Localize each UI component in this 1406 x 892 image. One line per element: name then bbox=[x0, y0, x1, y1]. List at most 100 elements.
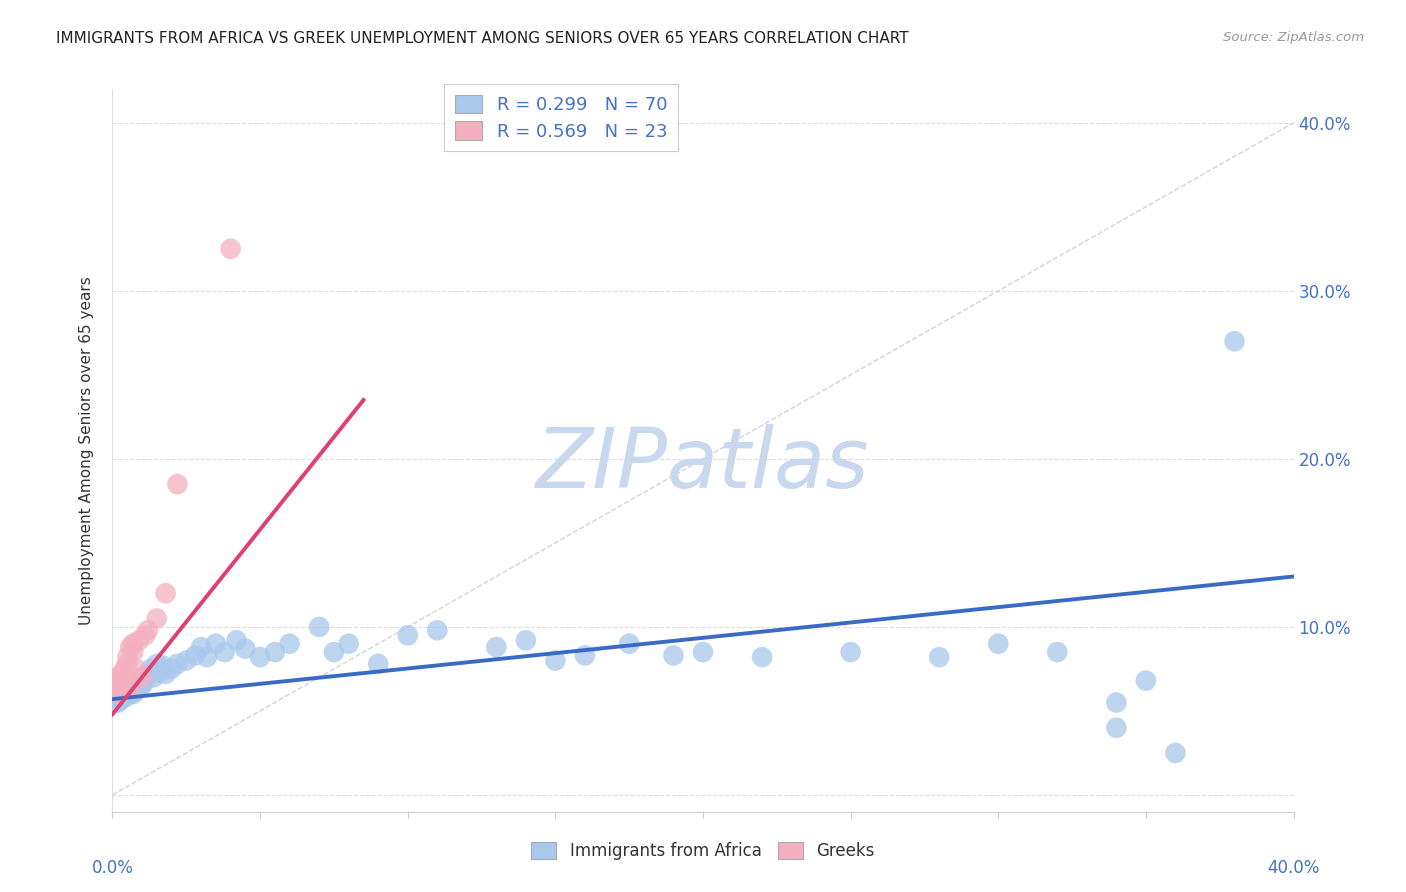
Point bbox=[122, 687, 145, 701]
Point bbox=[120, 681, 142, 696]
Point bbox=[174, 653, 197, 667]
Text: Source: ZipAtlas.com: Source: ZipAtlas.com bbox=[1223, 31, 1364, 45]
Point bbox=[136, 624, 159, 638]
Point bbox=[1223, 334, 1246, 349]
Point bbox=[112, 683, 135, 698]
Point bbox=[104, 679, 127, 693]
Point bbox=[110, 692, 132, 706]
Point bbox=[1105, 696, 1128, 710]
Point bbox=[574, 648, 596, 663]
Point bbox=[839, 645, 862, 659]
Point bbox=[122, 673, 145, 688]
Point bbox=[117, 675, 138, 690]
Point bbox=[134, 628, 156, 642]
Point bbox=[107, 679, 129, 693]
Point bbox=[110, 673, 132, 688]
Point bbox=[337, 637, 360, 651]
Point bbox=[485, 640, 508, 654]
Point bbox=[112, 670, 135, 684]
Text: IMMIGRANTS FROM AFRICA VS GREEK UNEMPLOYMENT AMONG SENIORS OVER 65 YEARS CORRELA: IMMIGRANTS FROM AFRICA VS GREEK UNEMPLOY… bbox=[56, 31, 908, 46]
Point bbox=[120, 681, 142, 696]
Point bbox=[149, 665, 172, 680]
Point bbox=[249, 650, 271, 665]
Point bbox=[110, 681, 132, 696]
Point bbox=[264, 645, 287, 659]
Point bbox=[107, 679, 129, 693]
Point bbox=[1164, 746, 1187, 760]
Point bbox=[110, 673, 132, 688]
Point bbox=[112, 662, 135, 676]
Point bbox=[120, 640, 142, 654]
Point bbox=[128, 672, 150, 686]
Point bbox=[128, 633, 150, 648]
Point bbox=[308, 620, 330, 634]
Point bbox=[152, 658, 174, 673]
Point bbox=[166, 657, 188, 671]
Point bbox=[619, 637, 641, 651]
Point bbox=[139, 662, 162, 676]
Point bbox=[104, 687, 127, 701]
Point bbox=[122, 637, 145, 651]
Point bbox=[662, 648, 685, 663]
Point bbox=[928, 650, 950, 665]
Point bbox=[117, 689, 138, 703]
Point bbox=[396, 628, 419, 642]
Text: 0.0%: 0.0% bbox=[91, 859, 134, 877]
Point bbox=[125, 662, 148, 676]
Point bbox=[125, 683, 148, 698]
Point bbox=[233, 641, 256, 656]
Point bbox=[104, 696, 127, 710]
Point bbox=[131, 670, 153, 684]
Point bbox=[136, 667, 159, 681]
Point bbox=[155, 667, 177, 681]
Point bbox=[146, 657, 169, 671]
Point bbox=[107, 696, 129, 710]
Point bbox=[122, 679, 145, 693]
Point bbox=[515, 633, 537, 648]
Point bbox=[225, 633, 247, 648]
Point bbox=[112, 677, 135, 691]
Point bbox=[367, 657, 389, 671]
Point bbox=[160, 662, 183, 676]
Point bbox=[751, 650, 773, 665]
Point bbox=[131, 670, 153, 684]
Point bbox=[323, 645, 346, 659]
Point bbox=[190, 640, 212, 654]
Point bbox=[184, 648, 207, 663]
Point bbox=[110, 667, 132, 681]
Legend: Immigrants from Africa, Greeks: Immigrants from Africa, Greeks bbox=[523, 834, 883, 869]
Point bbox=[278, 637, 301, 651]
Point bbox=[214, 645, 236, 659]
Point bbox=[146, 611, 169, 625]
Point bbox=[1046, 645, 1069, 659]
Point bbox=[128, 681, 150, 695]
Point bbox=[155, 586, 177, 600]
Point bbox=[125, 675, 148, 690]
Point bbox=[692, 645, 714, 659]
Text: ZIPatlas: ZIPatlas bbox=[536, 425, 870, 506]
Point bbox=[544, 653, 567, 667]
Point bbox=[195, 650, 218, 665]
Point bbox=[987, 637, 1010, 651]
Text: 40.0%: 40.0% bbox=[1267, 859, 1320, 877]
Point bbox=[134, 673, 156, 688]
Point bbox=[104, 679, 127, 693]
Point bbox=[117, 650, 138, 665]
Point bbox=[1135, 673, 1157, 688]
Point bbox=[112, 690, 135, 705]
Point bbox=[122, 645, 145, 659]
Point bbox=[131, 679, 153, 693]
Point bbox=[205, 637, 228, 651]
Point bbox=[1105, 721, 1128, 735]
Point bbox=[107, 687, 129, 701]
Point bbox=[120, 687, 142, 701]
Point bbox=[117, 681, 138, 695]
Y-axis label: Unemployment Among Seniors over 65 years: Unemployment Among Seniors over 65 years bbox=[79, 277, 94, 624]
Point bbox=[426, 624, 449, 638]
Point bbox=[117, 657, 138, 671]
Point bbox=[219, 242, 242, 256]
Point bbox=[166, 477, 188, 491]
Point bbox=[142, 670, 165, 684]
Point bbox=[107, 670, 129, 684]
Point bbox=[104, 687, 127, 701]
